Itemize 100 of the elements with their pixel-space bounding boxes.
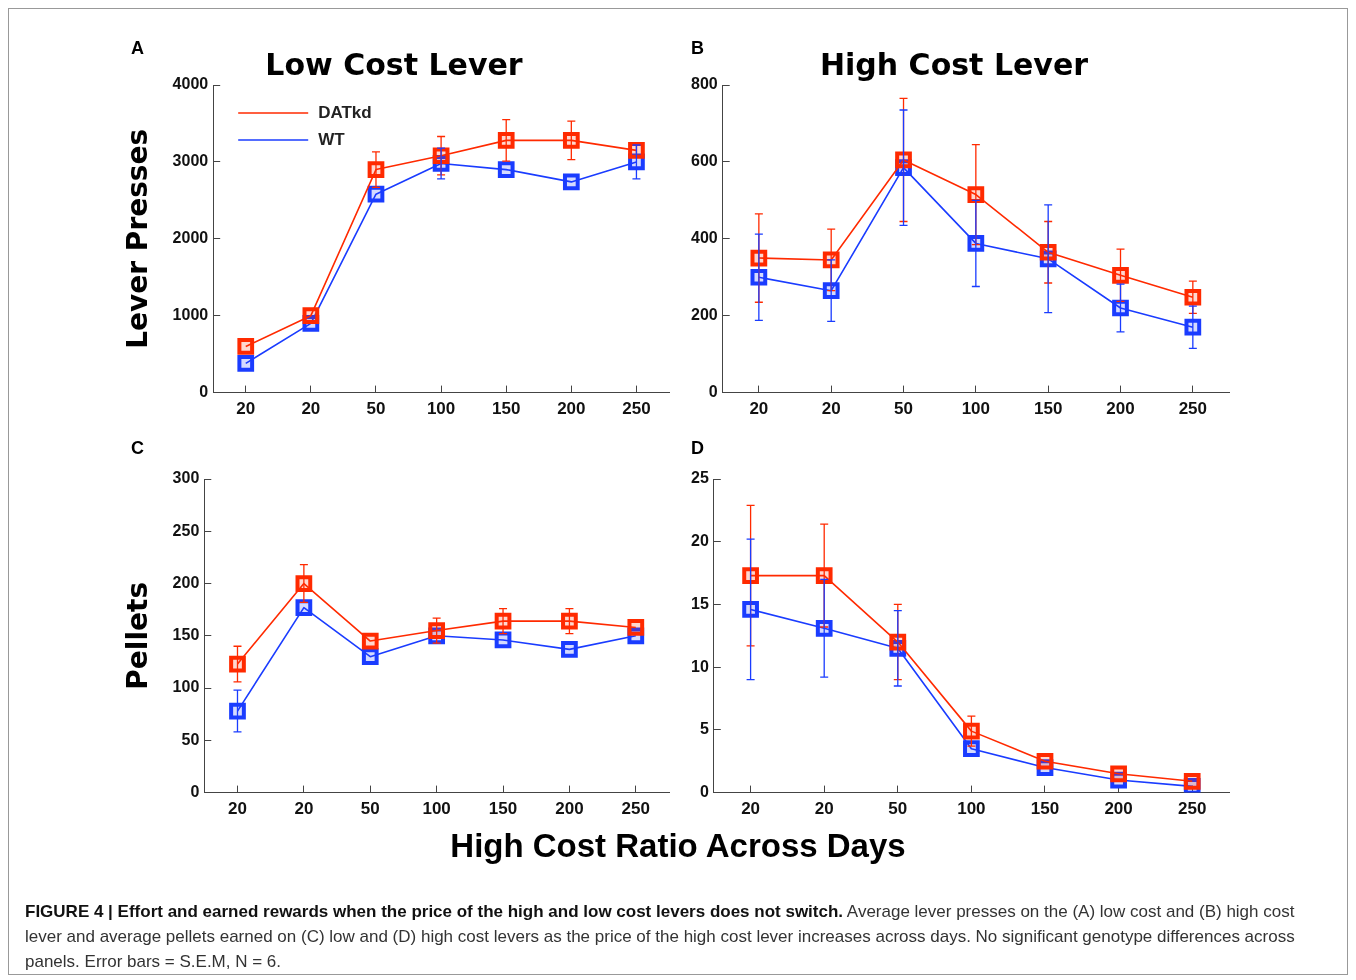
y-tick-label: 200 [690, 306, 718, 324]
x-tick-label: 20 [749, 399, 769, 419]
x-tick-label: 50 [888, 799, 908, 819]
point [562, 173, 580, 191]
point [295, 599, 313, 616]
y-tick-label: 250 [172, 521, 200, 539]
x-tick-label: 100 [422, 799, 451, 819]
caption: FIGURE 4 | Effort and earned rewards when the price of the high and low cost levers does not switch. [25, 902, 844, 921]
point [889, 633, 907, 651]
y-tick-label: 200 [172, 573, 200, 591]
point [1112, 266, 1129, 284]
y-tick-label: 600 [690, 152, 718, 170]
y-tick-label: 5 [699, 720, 709, 738]
x-tick-label: 200 [1106, 399, 1135, 419]
x-tick-label: 50 [894, 399, 913, 419]
y-tick-label: 1000 [172, 306, 209, 324]
point [428, 622, 446, 639]
y-tick-label: 300 [172, 469, 200, 487]
point [237, 355, 255, 372]
point [1039, 243, 1057, 261]
y-tick-label: 0 [199, 383, 209, 401]
point [750, 268, 768, 286]
x-tick-label: 250 [622, 399, 651, 419]
point [1112, 299, 1129, 317]
y-tick-label: 800 [690, 75, 718, 93]
legend-label: WT [318, 129, 346, 149]
x-tick-label: 20 [301, 399, 321, 419]
point [963, 722, 980, 740]
chart-title: High Cost Lever [819, 46, 1089, 82]
point [561, 641, 578, 658]
y-tick-label: 20 [691, 532, 709, 550]
x-tick-label: 20 [236, 399, 256, 419]
point [361, 632, 379, 650]
point [742, 567, 759, 584]
point [815, 619, 833, 637]
y-tick-label: 2000 [172, 229, 209, 247]
y-tick-label: 0 [699, 783, 709, 801]
x-tick-label: 20 [821, 399, 841, 419]
y-tick-label: 3000 [172, 152, 209, 170]
y-tick-label: 0 [708, 383, 718, 401]
text: D [691, 438, 704, 459]
point [1184, 288, 1202, 306]
point [367, 161, 385, 178]
x-tick-label: 50 [366, 399, 386, 419]
y-tick-label: 10 [691, 657, 709, 675]
point [494, 631, 512, 649]
point [895, 151, 912, 169]
x-tick-label: 150 [488, 799, 518, 819]
x-tick-label: 100 [961, 399, 991, 419]
x-tick-label: 250 [621, 799, 650, 819]
point [967, 235, 985, 252]
x-tick-label: 50 [360, 799, 380, 819]
point [742, 601, 759, 618]
legend-label: DATkd [318, 102, 372, 122]
point [561, 612, 578, 630]
x-tick-label: 200 [555, 799, 584, 819]
point [562, 132, 580, 149]
x-tick-label: 250 [1178, 399, 1208, 419]
x-tick-label: 150 [1033, 399, 1063, 419]
text: B [691, 38, 704, 59]
point [302, 307, 320, 325]
point [627, 619, 645, 636]
point [1110, 765, 1127, 783]
x-tick-label: 200 [557, 399, 586, 419]
y-tick-label: 25 [691, 469, 709, 487]
x-tick-label: 150 [492, 399, 521, 419]
point [967, 186, 985, 203]
point [1036, 752, 1054, 770]
y-tick-label: 100 [172, 678, 200, 696]
y-tick-label: 50 [181, 730, 200, 748]
point [497, 161, 515, 178]
point [822, 282, 840, 300]
text: A [131, 38, 144, 59]
x-tick-label: 150 [1030, 799, 1060, 819]
y-axis-title: Pellets [121, 581, 155, 690]
y-tick-label: 0 [190, 783, 200, 801]
chart-title: Low Cost Lever [265, 46, 523, 82]
point [494, 612, 512, 630]
x-tick-label: 100 [426, 399, 456, 419]
point [1183, 772, 1201, 790]
x-tick-label: 20 [228, 799, 247, 819]
text: C [131, 438, 144, 459]
y-tick-label: 150 [172, 626, 200, 644]
point [963, 740, 980, 758]
point [1184, 318, 1202, 336]
point [815, 567, 833, 584]
point [497, 132, 515, 149]
y-tick-label: 4000 [172, 75, 209, 93]
point [361, 648, 379, 666]
x-tick-label: 20 [294, 799, 314, 819]
point [229, 655, 246, 673]
point [229, 702, 246, 720]
x-tick-label: 20 [741, 799, 761, 819]
point [237, 338, 255, 355]
x-tick-label: 100 [957, 799, 986, 819]
y-tick-label: 400 [690, 229, 718, 247]
point [295, 575, 313, 592]
x-tick-label: 20 [814, 799, 834, 819]
y-tick-label: 15 [691, 594, 709, 612]
x-axis-title: High Cost Ratio Across Days [449, 827, 907, 865]
